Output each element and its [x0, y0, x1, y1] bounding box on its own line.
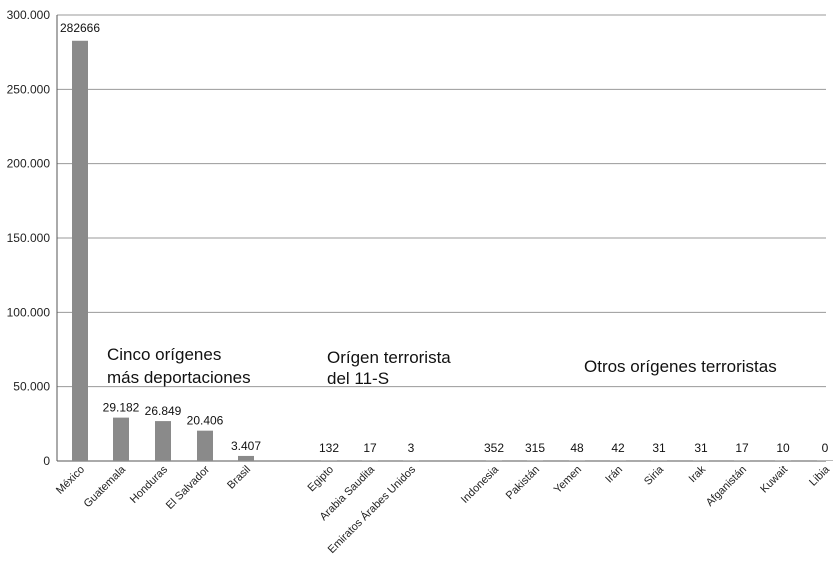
- bar: [610, 460, 626, 461]
- bar: [734, 460, 750, 461]
- x-tick-label: El Salvador: [164, 463, 212, 511]
- bar: [775, 460, 791, 461]
- data-label: 48: [570, 441, 584, 455]
- bar: [527, 460, 543, 461]
- y-tick-label: 0: [43, 454, 50, 468]
- bar: [238, 455, 254, 461]
- data-label: 29.182: [103, 401, 140, 415]
- y-tick-label: 300.000: [7, 8, 51, 22]
- bar: [651, 460, 667, 461]
- y-axis-ticks: 0 50.000 100.000 150.000 200.000 250.000 300.0…: [7, 8, 51, 468]
- data-label: 3.407: [231, 439, 261, 453]
- x-tick-label: Yemen: [552, 464, 584, 496]
- bar: [693, 460, 709, 461]
- y-tick-label: 100.000: [7, 305, 51, 319]
- data-label: 31: [652, 441, 666, 455]
- data-label: 20.406: [187, 414, 224, 428]
- data-label: 352: [484, 441, 504, 455]
- data-label: 315: [525, 441, 545, 455]
- annotation-group-2-line-1: Orígen terrorista: [327, 348, 451, 367]
- x-tick-label: Pakistán: [504, 464, 542, 502]
- data-labels: 282666 29.182 26.849 20.406 3.407 132 17 3 352 31…: [60, 21, 829, 455]
- x-tick-label: Siria: [642, 463, 667, 488]
- data-label: 10: [776, 441, 790, 455]
- x-tick-label: Irán: [603, 464, 625, 486]
- x-tick-label: Guatemala: [82, 463, 129, 510]
- data-label: 31: [694, 441, 708, 455]
- y-tick-label: 150.000: [7, 231, 51, 245]
- bar: [155, 421, 171, 461]
- bar: [569, 460, 585, 461]
- annotation-group-1-line-2: más deportaciones: [107, 368, 251, 387]
- x-tick-label: Libia: [807, 463, 833, 489]
- data-label: 42: [611, 441, 625, 455]
- bar: [321, 460, 337, 461]
- group-annotations: Cinco orígenes más deportaciones Orígen …: [107, 345, 777, 388]
- data-label: 0: [822, 441, 829, 455]
- x-tick-label: Kuwait: [758, 464, 790, 496]
- annotation-group-3-line-1: Otros orígenes terroristas: [584, 357, 777, 376]
- data-label: 3: [408, 441, 415, 455]
- y-tick-label: 50.000: [13, 380, 50, 394]
- bar: [486, 460, 502, 461]
- x-tick-label: México: [54, 464, 87, 497]
- annotation-group-1-line-1: Cinco orígenes: [107, 345, 221, 364]
- bar: [113, 417, 129, 461]
- bar: [72, 40, 88, 462]
- gridlines: [56, 14, 826, 462]
- data-label: 17: [363, 441, 377, 455]
- y-tick-label: 250.000: [7, 82, 51, 96]
- annotation-group-2-line-2: del 11-S: [327, 369, 389, 388]
- x-tick-label: Afganistán: [704, 464, 749, 509]
- y-tick-label: 200.000: [7, 157, 51, 171]
- x-tick-label: Irak: [687, 463, 709, 485]
- x-tick-label: Indonesia: [459, 463, 502, 506]
- bar: [817, 460, 833, 461]
- data-label: 26.849: [145, 404, 182, 418]
- x-tick-label: Brasil: [225, 464, 253, 492]
- x-tick-label: Egipto: [306, 464, 337, 495]
- bar: [403, 460, 419, 461]
- bars: [72, 40, 833, 462]
- data-label: 282666: [60, 21, 100, 35]
- x-tick-label: Honduras: [128, 463, 171, 506]
- bar: [362, 460, 378, 461]
- data-label: 132: [319, 441, 339, 455]
- bar: [197, 430, 213, 461]
- data-label: 17: [735, 441, 749, 455]
